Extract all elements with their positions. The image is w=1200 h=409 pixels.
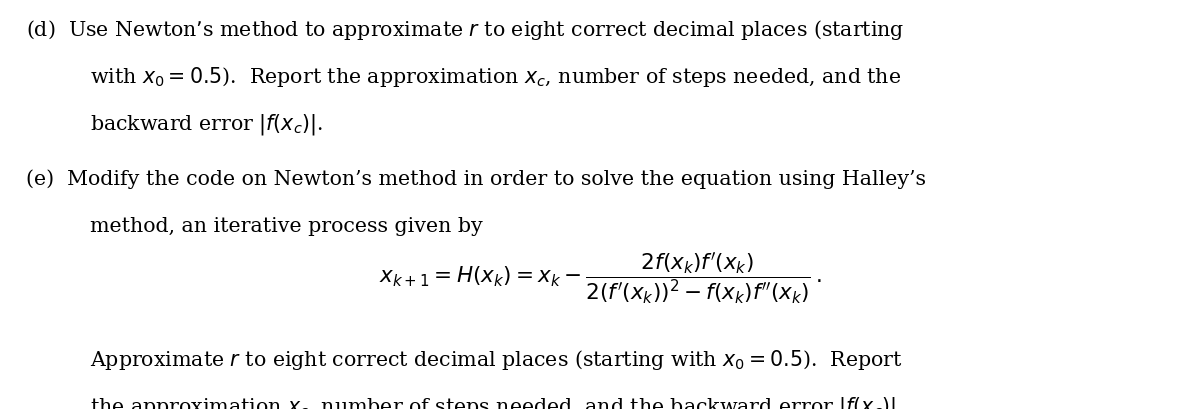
Text: (d)  Use Newton’s method to approximate $r$ to eight correct decimal places (sta: (d) Use Newton’s method to approximate $…: [26, 18, 905, 43]
Text: $x_{k+1} = H(x_k) = x_k - \dfrac{2f(x_k)f'(x_k)}{2(f'(x_k))^2 - f(x_k)f''(x_k)}\: $x_{k+1} = H(x_k) = x_k - \dfrac{2f(x_k)…: [379, 252, 821, 306]
Text: Approximate $r$ to eight correct decimal places (starting with $x_0 = 0.5$).  Re: Approximate $r$ to eight correct decimal…: [90, 348, 902, 373]
Text: method, an iterative process given by: method, an iterative process given by: [90, 217, 482, 236]
Text: backward error $|f(x_c)|$.: backward error $|f(x_c)|$.: [90, 112, 323, 137]
Text: with $x_0 = 0.5$).  Report the approximation $x_c$, number of steps needed, and : with $x_0 = 0.5$). Report the approximat…: [90, 65, 901, 90]
Text: the approximation $x_c$, number of steps needed, and the backward error $|f(x_c): the approximation $x_c$, number of steps…: [90, 395, 902, 409]
Text: (e)  Modify the code on Newton’s method in order to solve the equation using Hal: (e) Modify the code on Newton’s method i…: [26, 170, 926, 189]
